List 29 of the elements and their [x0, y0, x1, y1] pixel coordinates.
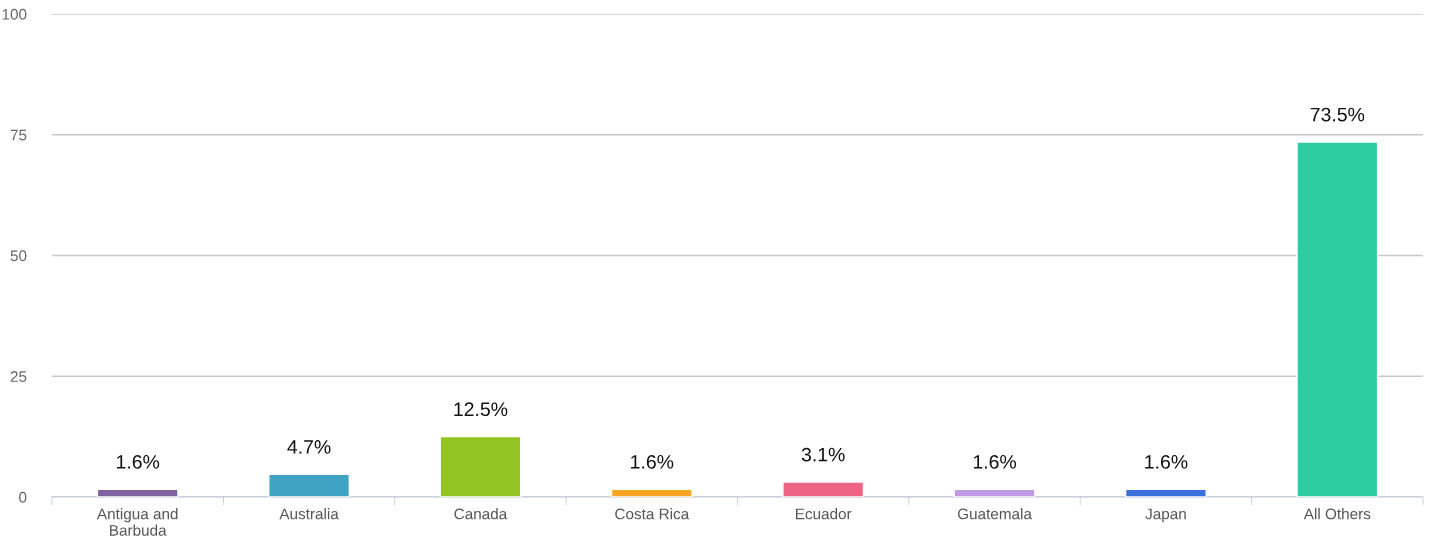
data-label: 3.1% [801, 447, 845, 462]
x-tick-label: Canada [454, 508, 508, 520]
data-label: 1.6% [973, 454, 1017, 469]
x-tick-label: Australia [279, 508, 339, 520]
bar [439, 435, 522, 497]
y-tick-label: 75 [10, 129, 27, 141]
bar [96, 488, 179, 497]
data-label: 73.5% [1310, 107, 1365, 122]
y-tick-label: 25 [10, 371, 27, 382]
x-tick-label: Ecuador [795, 508, 852, 520]
bar [953, 488, 1036, 497]
x-tick-label: All Others [1303, 508, 1371, 520]
x-tick-label: Guatemala [957, 508, 1032, 520]
data-label: 12.5% [454, 402, 508, 417]
bar [1296, 141, 1379, 497]
data-label: 1.6% [631, 454, 674, 469]
y-tick-label: 100 [2, 8, 27, 20]
bar [782, 481, 865, 497]
bar [268, 473, 351, 497]
data-label: 4.7% [287, 440, 331, 454]
bar [1124, 488, 1207, 497]
data-label: 1.6% [117, 454, 160, 469]
bar [610, 488, 693, 497]
y-tick-label: 50 [10, 250, 27, 262]
data-label: 1.6% [1145, 454, 1188, 469]
x-tick-label: Japan [1145, 508, 1186, 523]
x-tick-label: Costa Rica [615, 508, 690, 520]
y-tick-label: 0 [19, 491, 27, 503]
x-tick-label: Antigua and Barbuda [96, 508, 178, 536]
